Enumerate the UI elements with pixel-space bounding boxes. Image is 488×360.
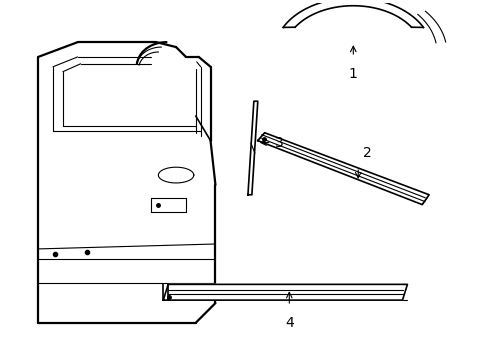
Polygon shape [257, 133, 428, 204]
Text: 1: 1 [348, 67, 357, 81]
Polygon shape [247, 101, 257, 195]
Text: 4: 4 [285, 316, 293, 330]
Polygon shape [163, 284, 407, 300]
Text: 2: 2 [363, 146, 371, 160]
Text: 3: 3 [274, 136, 283, 150]
